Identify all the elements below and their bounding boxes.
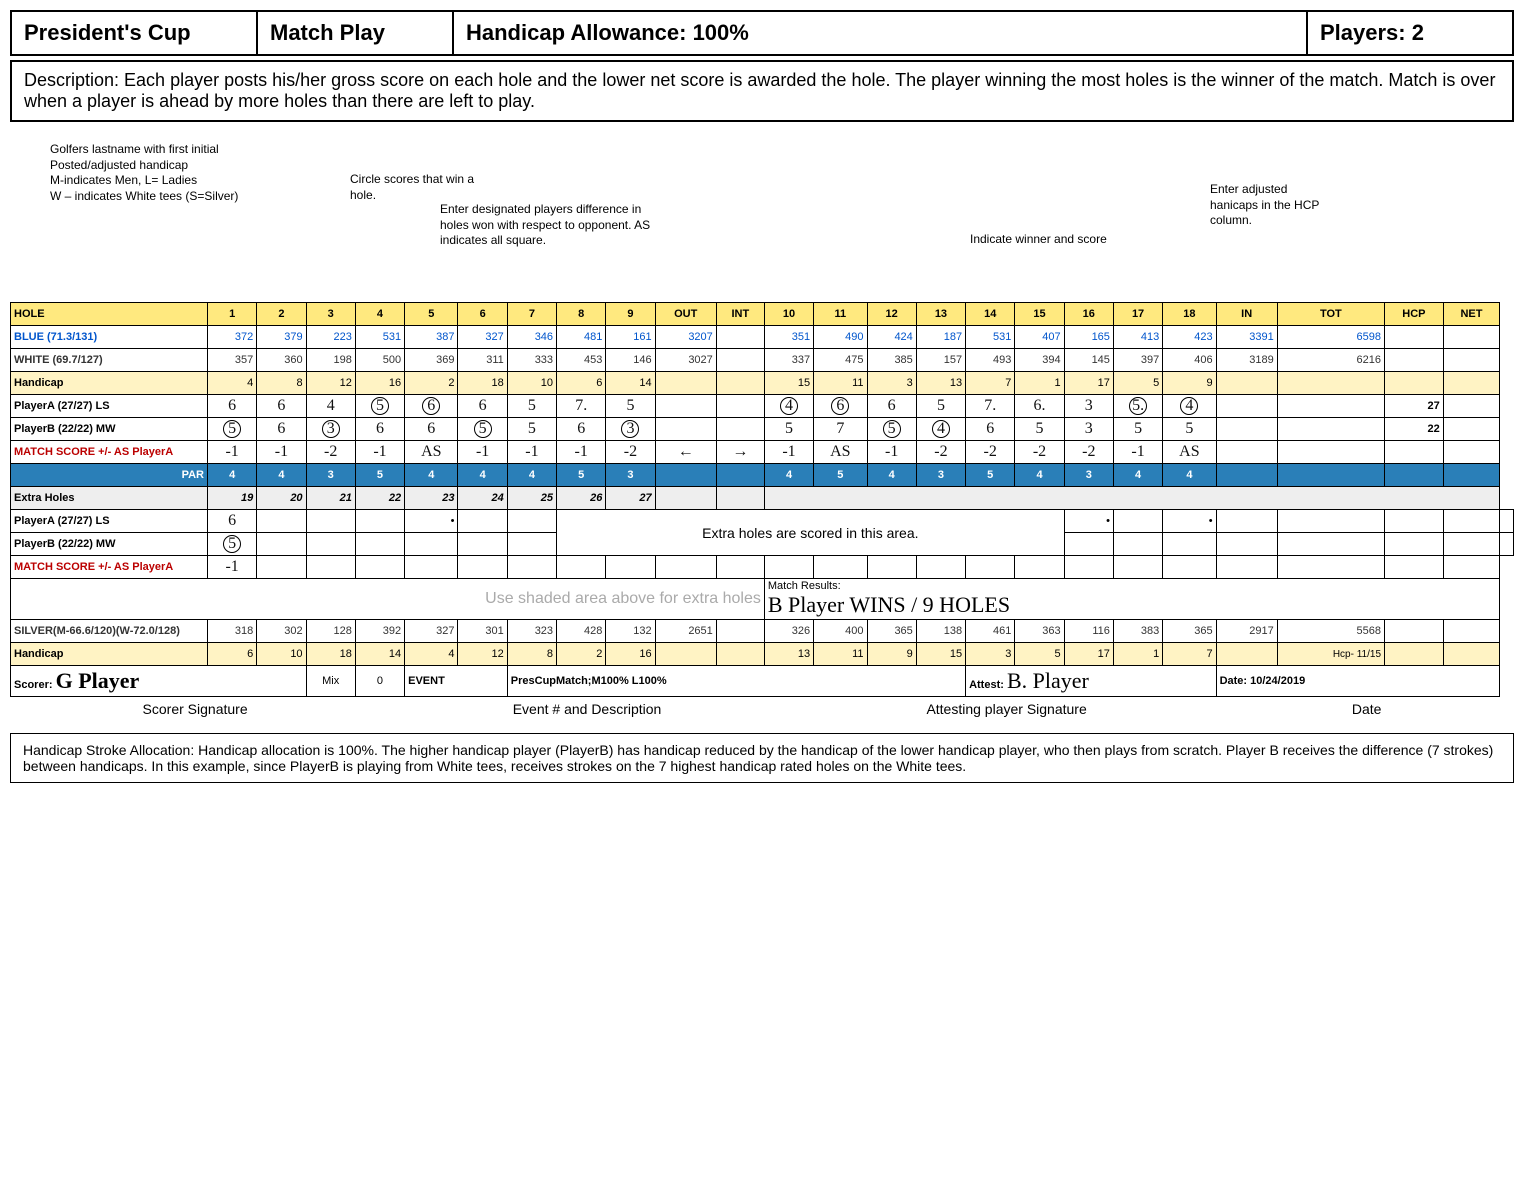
- attest-sig: B. Player: [1007, 668, 1089, 693]
- event-val: PresCupMatch;M100% L100%: [507, 666, 965, 697]
- row-shaded-note: Use shaded area above for extra holesMat…: [11, 579, 1514, 620]
- diagram-notes: Golfers lastname with first initial Post…: [10, 142, 1514, 302]
- match-results-hand: B Player WINS / 9 HOLES: [768, 592, 1010, 617]
- row-white: WHITE (69.7/127)357360198500369311333453…: [11, 349, 1514, 372]
- note-winner: Indicate winner and score: [970, 232, 1107, 248]
- note-circle: Circle scores that win a hole.: [350, 172, 490, 203]
- mix-label: Mix: [306, 666, 355, 697]
- description: Description: Each player posts his/her g…: [10, 60, 1514, 122]
- note-adjusted: Enter adjusted hanicaps in the HCP colum…: [1210, 182, 1330, 229]
- note-designated: Enter designated players difference in h…: [440, 202, 660, 249]
- note-golfers: Golfers lastname with first initial Post…: [50, 142, 238, 204]
- scorer-sig: G Player: [56, 668, 140, 693]
- match-play: Match Play: [258, 12, 454, 54]
- row-playerA: PlayerA (27/27) LS66456657.546657.6.35.4…: [11, 395, 1514, 418]
- bottom-note: Handicap Stroke Allocation: Handicap all…: [10, 733, 1514, 783]
- row-handicap: Handicap481216218106141511313711759: [11, 372, 1514, 395]
- match-results-label: Match Results:: [768, 580, 841, 592]
- row-playerB: PlayerB (22/22) MW56366556357546535522: [11, 418, 1514, 441]
- mix-val: 0: [355, 666, 404, 697]
- row-extra-holes: Extra Holes192021222324252627: [11, 487, 1514, 510]
- row-handicap2: Handicap610181441282161311915351717Hcp- …: [11, 643, 1514, 666]
- sig-labels: Scorer Signature Event # and Description…: [10, 701, 1514, 717]
- date-val: 10/24/2019: [1250, 675, 1305, 687]
- allowance: Handicap Allowance: 100%: [454, 12, 1308, 54]
- extra-holes-note: Extra holes are scored in this area.: [557, 510, 1065, 556]
- row-match2: MATCH SCORE +/- AS PlayerA-1: [11, 556, 1514, 579]
- row-silver: SILVER(M-66.6/120)(W-72.0/128)3183021283…: [11, 620, 1514, 643]
- top-header: President's Cup Match Play Handicap Allo…: [10, 10, 1514, 56]
- players: Players: 2: [1308, 12, 1512, 54]
- sig-date: Date: [1352, 701, 1382, 717]
- hole-label: HOLE: [11, 303, 208, 326]
- row-footer: Scorer: G Player Mix 0 EVENT PresCupMatc…: [11, 666, 1514, 697]
- sig-attest: Attesting player Signature: [926, 701, 1086, 717]
- row-match: MATCH SCORE +/- AS PlayerA-1-1-2-1AS-1-1…: [11, 441, 1514, 464]
- title: President's Cup: [12, 12, 258, 54]
- sig-scorer: Scorer Signature: [143, 701, 248, 717]
- row-hole: HOLE 123456789OUTINT 101112131415161718I…: [11, 303, 1514, 326]
- attest-label: Attest:: [969, 679, 1004, 691]
- date-label: Date:: [1220, 675, 1248, 687]
- scorer-label: Scorer:: [14, 679, 53, 691]
- sig-event: Event # and Description: [513, 701, 662, 717]
- row-blue: BLUE (71.3/131)3723792235313873273464811…: [11, 326, 1514, 349]
- event-label: EVENT: [405, 666, 508, 697]
- row-playerA2: PlayerA (27/27) LS6•Extra holes are scor…: [11, 510, 1514, 533]
- row-par: PAR443544453454354344: [11, 464, 1514, 487]
- score-table: HOLE 123456789OUTINT 101112131415161718I…: [10, 302, 1514, 697]
